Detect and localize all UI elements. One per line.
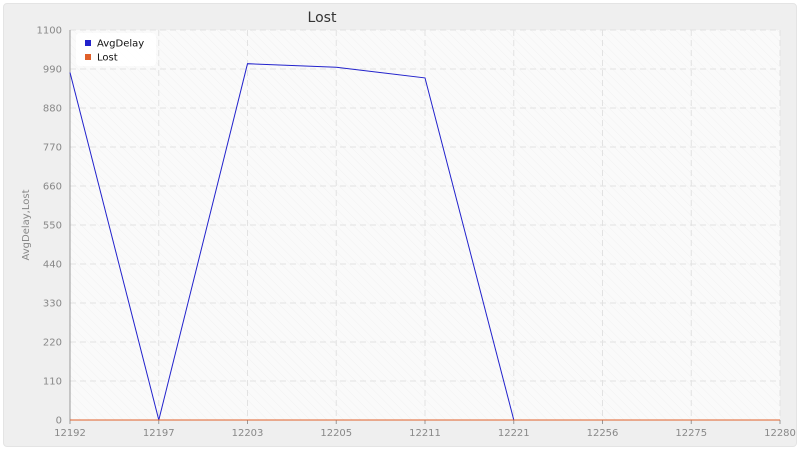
x-tick-label: 12205 [320,428,352,439]
x-tick-label: 12192 [54,428,86,439]
y-tick-label: 220 [43,338,62,349]
y-tick-label: 990 [43,65,62,76]
chart-title: Lost [308,10,337,26]
legend-swatch-avgdelay [85,40,91,46]
y-axis-label: AvgDelay,Lost [21,189,32,260]
grid-lines [70,29,781,420]
y-tick-label: 330 [43,299,62,310]
y-tick-label: 1100 [37,26,62,37]
legend: AvgDelay Lost [76,33,156,66]
x-tick-label: 12221 [498,428,530,439]
legend-label-avgdelay: AvgDelay [97,39,144,50]
x-tick-labels: 12192 12197 12203 12205 12211 12221 12256 12275… [54,428,796,439]
legend-swatch-lost [85,54,91,60]
x-tick-label: 12275 [675,428,707,439]
y-tick-label: 880 [43,104,62,115]
legend-label-lost: Lost [97,53,118,64]
x-tick-label: 12211 [409,428,441,439]
y-tick-label: 440 [43,260,62,271]
y-tick-label: 0 [56,416,62,427]
x-tick-label: 12203 [232,428,264,439]
x-tick-label: 12280 [764,428,796,439]
y-tick-label: 110 [43,377,62,388]
x-tick-label: 12197 [143,428,175,439]
y-tick-labels: 0 110 220 330 440 550 660 770 880 990 1100 [37,26,62,427]
y-tick-label: 770 [43,143,62,154]
series-layer [69,63,780,421]
y-tick-label: 660 [43,182,62,193]
y-tick-label: 550 [43,221,62,232]
x-tick-label: 12256 [587,428,619,439]
legend-box [76,33,156,66]
